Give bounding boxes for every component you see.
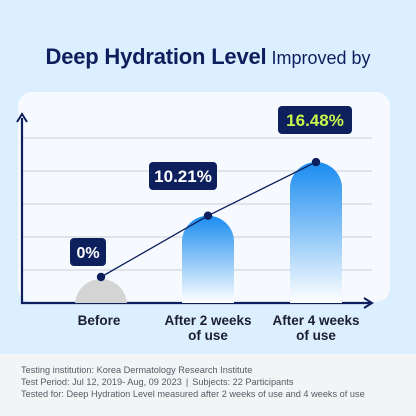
y-axis-arrow [16,112,28,123]
category-label: After 2 weeks of use [164,313,251,343]
trend-point [311,157,321,167]
category-label: After 4 weeks of use [272,313,359,343]
title-main: Deep Hydration Level [45,44,267,69]
category-label-line: Before [78,313,121,328]
bar-week2 [182,215,234,303]
value-label-2: 16.48% [278,106,352,134]
x-axis-arrow [363,297,374,309]
value-labels: 0% 10.21% 16.48% [70,106,352,266]
axis-line [20,118,372,305]
category-label-line: After 2 weeks [164,313,251,328]
footer-period: Test Period: Jul 12, 2019- Aug, 09 2023 [21,377,182,387]
footer-period-row: Test Period: Jul 12, 2019- Aug, 09 2023 |… [21,376,365,388]
title-sub: Improved by [271,48,371,68]
test-info-footer: Testing institution: Korea Dermatology R… [0,354,416,416]
hydration-chart: 0%10.21%16.48% Before After 2 weeks of use… [16,106,374,343]
value-label-bg [149,162,217,190]
axis [16,112,374,309]
value-label-text: 16.48% [286,111,344,130]
category-label-line: of use [296,328,336,343]
trend-line-group [96,157,321,282]
bars [75,162,342,305]
trend-point [96,272,106,282]
chart-title: Deep Hydration Level Improved by [0,44,416,70]
category-label-line: After 4 weeks [272,313,359,328]
value-label-bg [278,106,352,134]
value-label-0: 0% [70,238,106,266]
footer-separator: | [185,377,189,387]
trend-point [203,211,213,220]
footer-institution: Testing institution: Korea Dermatology R… [21,365,253,375]
bar-before [75,279,127,305]
category-label: Before [78,313,121,328]
value-label-text: 10.21% [154,167,212,186]
value-label-1: 10.21% [149,162,217,190]
value-label-bg [70,238,106,266]
category-label-line: of use [188,328,228,343]
bar-week4 [290,162,342,303]
footer-tested-for: Tested for: Deep Hydration Level measure… [21,389,365,399]
footer-subjects: Subjects: 22 Participants [192,377,294,387]
value-label-text: 0% [76,245,99,262]
